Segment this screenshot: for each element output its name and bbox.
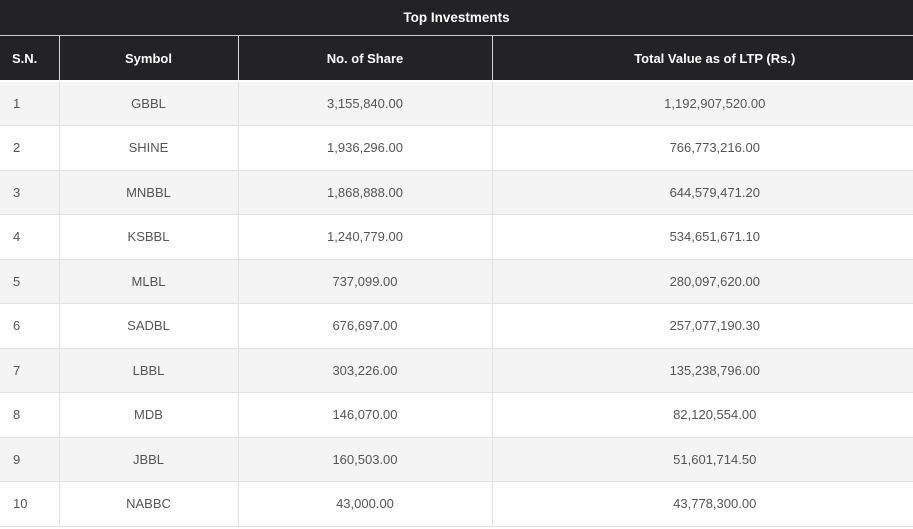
table-row: 5 MLBL 737,099.00 280,097,620.00: [0, 258, 913, 304]
table-row: 10 NABBC 43,000.00 43,778,300.00: [0, 481, 913, 527]
table-title: Top Investments: [0, 0, 913, 36]
cell-symbol: SHINE: [58, 125, 238, 170]
cell-symbol: MDB: [58, 392, 238, 437]
cell-symbol: MLBL: [58, 258, 238, 304]
cell-shares: 1,936,296.00: [237, 125, 492, 170]
table-row: 1 GBBL 3,155,840.00 1,192,907,520.00: [0, 81, 913, 126]
cell-sn: 10: [0, 481, 59, 527]
cell-shares: 1,868,888.00: [237, 169, 492, 215]
cell-shares: 737,099.00: [237, 258, 492, 304]
cell-symbol: JBBL: [58, 436, 238, 482]
cell-shares: 43,000.00: [237, 481, 492, 527]
cell-shares: 3,155,840.00: [237, 81, 492, 126]
table-row: 2 SHINE 1,936,296.00 766,773,216.00: [0, 125, 913, 170]
cell-symbol: KSBBL: [58, 214, 238, 259]
cell-sn: 9: [0, 436, 59, 482]
table-header: S.N. Symbol No. of Share Total Value as …: [0, 36, 913, 82]
cell-shares: 676,697.00: [237, 303, 492, 348]
top-investments-table: S.N. Symbol No. of Share Total Value as …: [0, 36, 913, 527]
cell-total: 51,601,714.50: [491, 436, 913, 482]
table-row: 7 LBBL 303,226.00 135,238,796.00: [0, 347, 913, 393]
cell-symbol: NABBC: [58, 481, 238, 527]
cell-total: 135,238,796.00: [491, 347, 913, 393]
cell-shares: 1,240,779.00: [237, 214, 492, 259]
cell-shares: 146,070.00: [237, 392, 492, 437]
table-row: 3 MNBBL 1,868,888.00 644,579,471.20: [0, 169, 913, 215]
table-row: 4 KSBBL 1,240,779.00 534,651,671.10: [0, 214, 913, 259]
cell-shares: 303,226.00: [237, 347, 492, 393]
cell-symbol: SADBL: [58, 303, 238, 348]
table-row: 8 MDB 146,070.00 82,120,554.00: [0, 392, 913, 437]
cell-total: 257,077,190.30: [491, 303, 913, 348]
cell-sn: 1: [13, 96, 21, 111]
cell-sn: 7: [0, 347, 59, 393]
cell-total: 534,651,671.10: [491, 214, 913, 259]
cell-symbol: LBBL: [58, 347, 238, 393]
cell-total: 766,773,216.00: [491, 125, 913, 170]
cell-symbol: GBBL: [58, 81, 238, 126]
cell-shares: 160,503.00: [237, 436, 492, 482]
column-header-total: Total Value as of LTP (Rs.): [491, 36, 913, 82]
cell-sn: 6: [0, 303, 59, 348]
cell-sn: 2: [0, 125, 59, 170]
cell-sn: 5: [0, 258, 59, 304]
cell-symbol: MNBBL: [58, 169, 238, 215]
column-header-symbol: Symbol: [58, 36, 238, 82]
table-body: 1 GBBL 3,155,840.00 1,192,907,520.00 2 S…: [0, 81, 913, 527]
header-row: S.N. Symbol No. of Share Total Value as …: [0, 36, 913, 82]
cell-total: 280,097,620.00: [491, 258, 913, 304]
cell-sn: 3: [0, 169, 59, 215]
table-row: 6 SADBL 676,697.00 257,077,190.30: [0, 303, 913, 348]
column-header-shares: No. of Share: [237, 36, 492, 82]
cell-sn: 8: [0, 392, 59, 437]
cell-total: 82,120,554.00: [491, 392, 913, 437]
cell-total: 1,192,907,520.00: [491, 81, 913, 126]
table-row: 9 JBBL 160,503.00 51,601,714.50: [0, 436, 913, 482]
column-header-sn: S.N.: [0, 36, 59, 82]
cell-sn: 4: [0, 214, 59, 259]
cell-total: 644,579,471.20: [491, 169, 913, 215]
cell-total: 43,778,300.00: [491, 481, 913, 527]
